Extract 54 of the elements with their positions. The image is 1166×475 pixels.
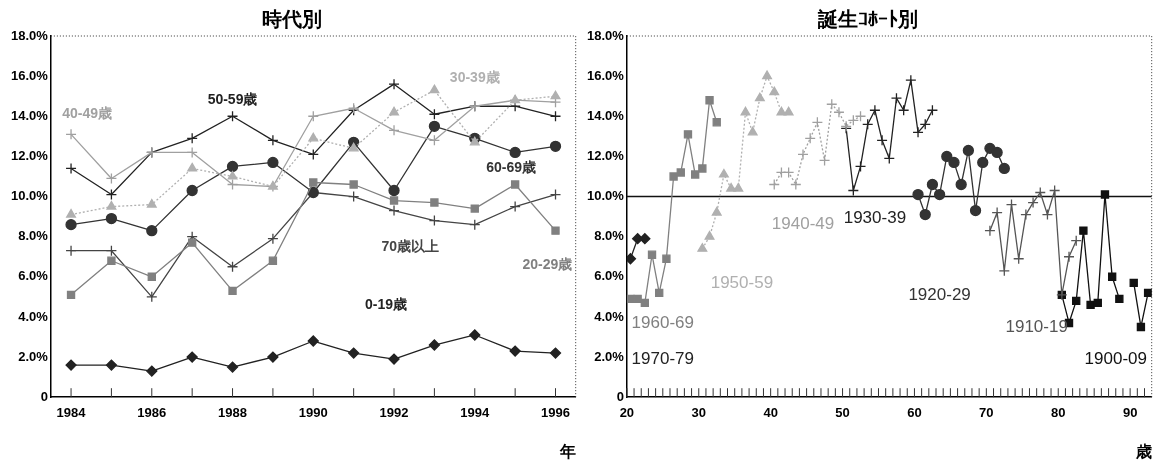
y-tick-label: 12.0% [10,147,49,163]
y-tick-label: 0 [616,388,624,404]
text: 0-19歳 [364,295,407,312]
x-tick-label: 70 [979,404,994,420]
series-label: 60-69歳 [486,159,537,176]
series-label: 1900-09 [1084,348,1147,368]
x-tick-label: 20 [619,404,635,420]
x-tick-label: 1988 [218,404,247,420]
y-tick-label: 12.0% [586,147,625,163]
x-tick-label: 1996 [541,404,570,420]
y-tick-label: 2.0% [18,348,49,364]
x-tick-label: 1992 [379,404,409,420]
chart-title: 時代別 [262,7,322,30]
y-tick-label: 8.0% [18,228,49,244]
x-tick-label: 60 [907,404,922,420]
y-tick-label: 14.0% [586,107,625,123]
y-tick-label: 0 [40,388,48,404]
series-label: 50-59歳 [207,91,258,108]
y-tick-label: 18.0% [10,27,49,43]
series-label: 20-29歳 [522,255,573,272]
y-tick-label: 16.0% [586,67,625,83]
y-tick-label: 10.0% [10,188,49,204]
series-label: 1950-59 [710,272,774,292]
x-tick-label: 1986 [137,404,167,420]
y-tick-label: 18.0% [586,27,625,43]
series-label: 1930-39 [843,208,907,228]
x-tick-label: 50 [835,404,850,420]
y-tick-label: 16.0% [10,67,49,83]
y-tick-label: 10.0% [586,188,625,204]
y-tick-label: 8.0% [594,228,625,244]
series-label: 1910-19 [1005,316,1068,336]
x-axis-title: 歳 [1134,442,1152,460]
x-tick-label: 1994 [460,404,490,420]
y-tick-label: 4.0% [594,308,625,324]
series-label: 1960-69 [631,312,694,332]
y-tick-label: 14.0% [10,107,49,123]
x-tick-label: 1984 [56,404,87,420]
series-label: 30-39歳 [449,69,500,85]
x-tick-label: 40 [763,404,778,420]
y-tick-label: 2.0% [594,348,625,364]
y-tick-label: 6.0% [594,268,625,284]
x-tick-label: 1990 [298,404,328,420]
x-tick-label: 90 [1122,404,1138,420]
series-label: 70歳以上 [381,237,439,254]
y-tick-label: 6.0% [18,268,49,284]
x-tick-label: 30 [691,404,706,420]
text: 1920-29 [908,284,971,304]
x-axis-title: 年 [558,442,576,460]
text: 1970-79 [631,348,694,368]
y-tick-label: 4.0% [18,308,49,324]
series-label: 40-49歳 [62,105,113,122]
series-label: 1940-49 [771,214,835,234]
chart-title: 誕生ｺﾎｰﾄ別 [817,7,918,30]
x-tick-label: 80 [1051,404,1066,420]
